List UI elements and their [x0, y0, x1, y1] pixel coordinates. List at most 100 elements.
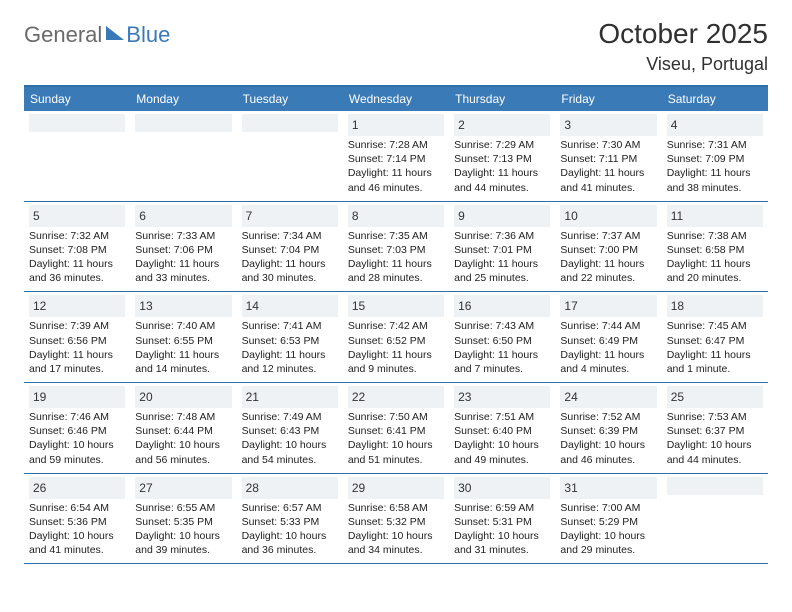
- day-cell: 6Sunrise: 7:33 AMSunset: 7:06 PMDaylight…: [130, 202, 236, 292]
- week-row: 1Sunrise: 7:28 AMSunset: 7:14 PMDaylight…: [24, 111, 768, 202]
- sun-info: Sunrise: 7:35 AMSunset: 7:03 PMDaylight:…: [348, 229, 444, 286]
- day-number-row: 10: [560, 205, 656, 227]
- day-cell: 28 Sunrise: 6:57 AMSunset: 5:33 PMDayligh…: [237, 474, 343, 564]
- day-number: 21: [246, 390, 259, 404]
- day-cell: [662, 474, 768, 564]
- day-cell: 16 Sunrise: 7:43 AMSunset: 6:50 PMDayligh…: [449, 292, 555, 382]
- sun-info: Sunrise: 7:36 AMSunset: 7:01 PMDaylight:…: [454, 229, 550, 286]
- sun-info: Sunrise: 7:37 AMSunset: 7:00 PMDaylight:…: [560, 229, 656, 286]
- day-header: Thursday: [449, 87, 555, 111]
- sun-info: Sunrise: 7:48 AMSunset: 6:44 PMDaylight:…: [135, 410, 231, 467]
- day-number-row: 20: [135, 386, 231, 408]
- day-number-row: 26: [29, 477, 125, 499]
- day-number-row: 3: [560, 114, 656, 136]
- day-cell: 7Sunrise: 7:34 AMSunset: 7:04 PMDaylight…: [237, 202, 343, 292]
- day-header: Monday: [130, 87, 236, 111]
- sun-info: Sunrise: 7:50 AMSunset: 6:41 PMDaylight:…: [348, 410, 444, 467]
- day-number-row: 30: [454, 477, 550, 499]
- sun-info: Sunrise: 7:51 AMSunset: 6:40 PMDaylight:…: [454, 410, 550, 467]
- day-number: 14: [246, 299, 259, 313]
- day-number: 20: [139, 390, 152, 404]
- day-number-row: 13: [135, 295, 231, 317]
- day-number: 31: [564, 481, 577, 495]
- day-number-row: 22: [348, 386, 444, 408]
- day-cell: [24, 111, 130, 201]
- day-number: 16: [458, 299, 471, 313]
- sun-info: Sunrise: 6:57 AMSunset: 5:33 PMDaylight:…: [242, 501, 338, 558]
- day-number: 22: [352, 390, 365, 404]
- day-cell: 30Sunrise: 6:59 AMSunset: 5:31 PMDayligh…: [449, 474, 555, 564]
- logo-text-general: General: [24, 22, 102, 48]
- day-cell: 2Sunrise: 7:29 AMSunset: 7:13 PMDaylight…: [449, 111, 555, 201]
- day-number: 10: [564, 209, 577, 223]
- day-number: 7: [246, 209, 253, 223]
- day-cell: 12Sunrise: 7:39 AMSunset: 6:56 PMDayligh…: [24, 292, 130, 382]
- day-cell: 22 Sunrise: 7:50 AMSunset: 6:41 PMDayligh…: [343, 383, 449, 473]
- sun-info: Sunrise: 7:32 AMSunset: 7:08 PMDaylight:…: [29, 229, 125, 286]
- day-number: 24: [564, 390, 577, 404]
- day-number: 28: [246, 481, 259, 495]
- day-number: 4: [671, 118, 678, 132]
- day-header: Saturday: [662, 87, 768, 111]
- day-cell: 23Sunrise: 7:51 AMSunset: 6:40 PMDayligh…: [449, 383, 555, 473]
- day-number-row: [242, 114, 338, 132]
- day-number: 3: [564, 118, 571, 132]
- day-number: 12: [33, 299, 46, 313]
- day-number: 11: [671, 209, 683, 223]
- day-cell: 10 Sunrise: 7:37 AMSunset: 7:00 PMDayligh…: [555, 202, 661, 292]
- sun-info: Sunrise: 7:45 AMSunset: 6:47 PMDaylight:…: [667, 319, 763, 376]
- day-cell: 29Sunrise: 6:58 AMSunset: 5:32 PMDayligh…: [343, 474, 449, 564]
- day-cell: 31 Sunrise: 7:00 AMSunset: 5:29 PMDayligh…: [555, 474, 661, 564]
- day-number-row: 1: [348, 114, 444, 136]
- sun-info: Sunrise: 6:55 AMSunset: 5:35 PMDaylight:…: [135, 501, 231, 558]
- day-number-row: 6: [135, 205, 231, 227]
- day-number-row: 15: [348, 295, 444, 317]
- day-number: 6: [139, 209, 146, 223]
- week-row: 12Sunrise: 7:39 AMSunset: 6:56 PMDayligh…: [24, 292, 768, 383]
- day-number-row: 29: [348, 477, 444, 499]
- day-number: 29: [352, 481, 365, 495]
- day-number-row: 28: [242, 477, 338, 499]
- title-block: October 2025 Viseu, Portugal: [598, 18, 768, 75]
- day-number-row: 2: [454, 114, 550, 136]
- sun-info: Sunrise: 7:40 AMSunset: 6:55 PMDaylight:…: [135, 319, 231, 376]
- day-cell: [237, 111, 343, 201]
- week-row: 26Sunrise: 6:54 AMSunset: 5:36 PMDayligh…: [24, 474, 768, 565]
- day-number-row: 17: [560, 295, 656, 317]
- sun-info: Sunrise: 6:59 AMSunset: 5:31 PMDaylight:…: [454, 501, 550, 558]
- day-cell: 14 Sunrise: 7:41 AMSunset: 6:53 PMDayligh…: [237, 292, 343, 382]
- day-number: 15: [352, 299, 365, 313]
- day-cell: 8 Sunrise: 7:35 AMSunset: 7:03 PMDaylight…: [343, 202, 449, 292]
- day-number-row: 8: [348, 205, 444, 227]
- day-header: Tuesday: [237, 87, 343, 111]
- calendar: SundayMondayTuesdayWednesdayThursdayFrid…: [24, 85, 768, 564]
- day-number: 27: [139, 481, 152, 495]
- week-row: 5Sunrise: 7:32 AMSunset: 7:08 PMDaylight…: [24, 202, 768, 293]
- day-cell: 21Sunrise: 7:49 AMSunset: 6:43 PMDayligh…: [237, 383, 343, 473]
- sun-info: Sunrise: 7:52 AMSunset: 6:39 PMDaylight:…: [560, 410, 656, 467]
- day-number-row: 5: [29, 205, 125, 227]
- day-number-row: 27: [135, 477, 231, 499]
- day-number: 8: [352, 209, 359, 223]
- sun-info: Sunrise: 7:44 AMSunset: 6:49 PMDaylight:…: [560, 319, 656, 376]
- day-number-row: 11: [667, 205, 763, 227]
- day-number-row: [29, 114, 125, 132]
- day-number-row: 7: [242, 205, 338, 227]
- day-cell: 5Sunrise: 7:32 AMSunset: 7:08 PMDaylight…: [24, 202, 130, 292]
- day-number-row: [135, 114, 231, 132]
- header: General Blue October 2025 Viseu, Portuga…: [24, 18, 768, 75]
- day-header: Friday: [555, 87, 661, 111]
- day-cell: 3Sunrise: 7:30 AMSunset: 7:11 PMDaylight…: [555, 111, 661, 201]
- logo-text-blue: Blue: [126, 22, 170, 48]
- day-cell: 15Sunrise: 7:42 AMSunset: 6:52 PMDayligh…: [343, 292, 449, 382]
- sun-info: Sunrise: 7:00 AMSunset: 5:29 PMDaylight:…: [560, 501, 656, 558]
- day-number-row: 21: [242, 386, 338, 408]
- sun-info: Sunrise: 7:43 AMSunset: 6:50 PMDaylight:…: [454, 319, 550, 376]
- day-number: 17: [564, 299, 577, 313]
- day-header-row: SundayMondayTuesdayWednesdayThursdayFrid…: [24, 87, 768, 111]
- day-number-row: 16: [454, 295, 550, 317]
- day-header: Wednesday: [343, 87, 449, 111]
- sun-info: Sunrise: 7:41 AMSunset: 6:53 PMDaylight:…: [242, 319, 338, 376]
- day-number-row: 24: [560, 386, 656, 408]
- day-cell: 20 Sunrise: 7:48 AMSunset: 6:44 PMDayligh…: [130, 383, 236, 473]
